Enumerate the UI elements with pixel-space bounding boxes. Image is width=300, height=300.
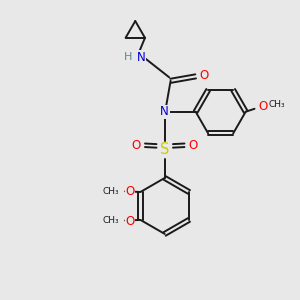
Text: CH₃: CH₃ [102, 187, 119, 196]
Text: N: N [137, 51, 146, 64]
Text: O: O [199, 69, 208, 82]
Text: CH₃: CH₃ [268, 100, 285, 109]
Text: O: O [259, 100, 268, 113]
Text: O: O [126, 185, 135, 198]
Text: O: O [131, 140, 141, 152]
Text: O: O [189, 140, 198, 152]
Text: O: O [126, 215, 135, 228]
Text: N: N [160, 105, 169, 118]
Text: S: S [160, 142, 169, 158]
Text: CH₃: CH₃ [102, 216, 119, 225]
Text: H: H [124, 52, 132, 62]
